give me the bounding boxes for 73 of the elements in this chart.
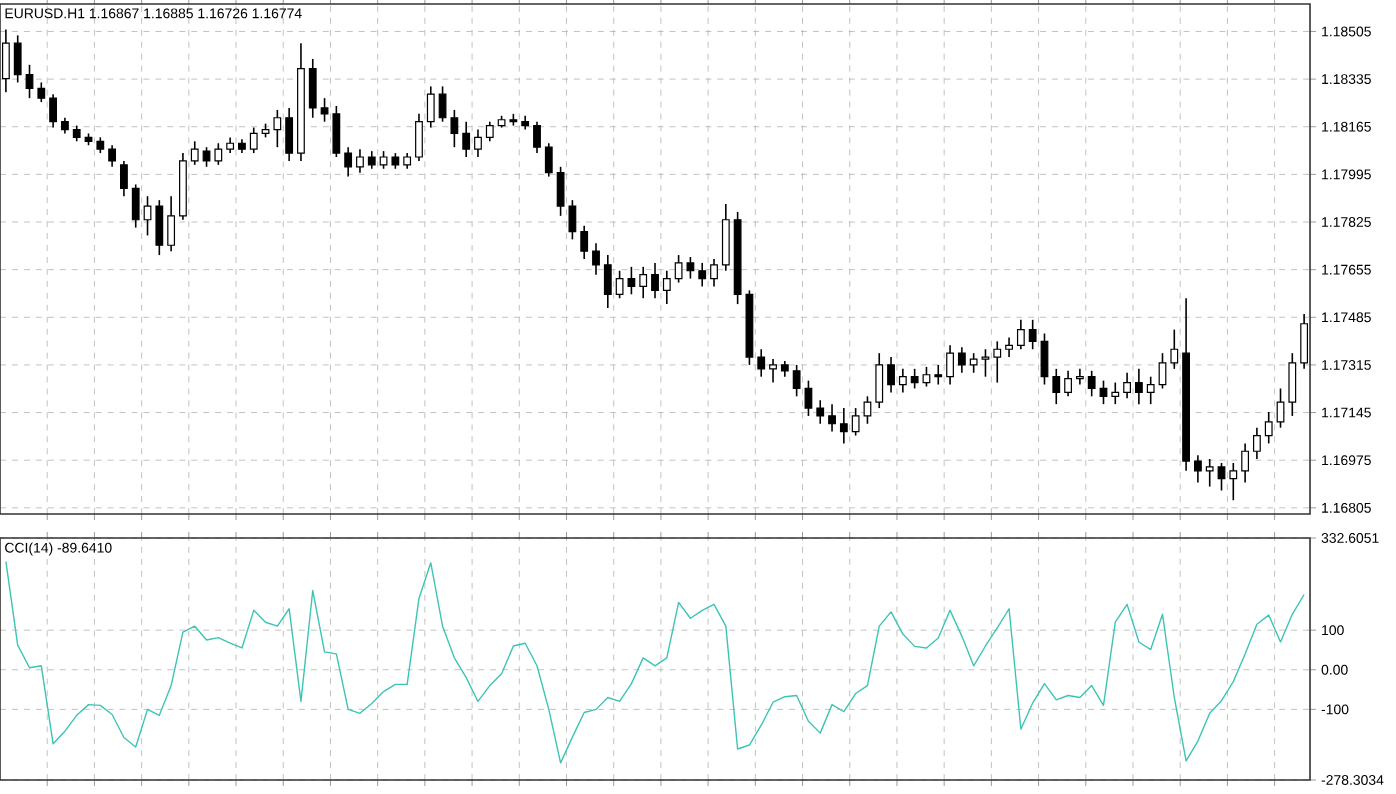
candlestick (981, 348, 990, 378)
candlestick (757, 348, 766, 378)
candlestick (1005, 336, 1013, 358)
candlestick (934, 364, 943, 386)
candlestick (662, 269, 671, 305)
candlestick (202, 146, 211, 168)
candlestick (957, 346, 966, 374)
candlestick (1016, 319, 1025, 351)
candlestick (887, 356, 895, 394)
candlestick (1170, 328, 1179, 370)
candlestick (108, 144, 117, 168)
candlestick (1253, 426, 1261, 460)
candlestick (1134, 368, 1143, 405)
candlestick (356, 148, 364, 174)
candlestick (426, 85, 435, 129)
candlestick (993, 340, 1002, 384)
candlestick (698, 262, 707, 288)
candlestick (285, 107, 294, 162)
candlestick (1264, 411, 1273, 445)
candlestick (1111, 381, 1120, 405)
candlestick (1028, 319, 1037, 351)
candlestick (1099, 379, 1108, 405)
candlestick (167, 195, 176, 252)
candlestick (485, 120, 494, 143)
candlestick (1, 28, 10, 94)
candlestick (1288, 352, 1297, 417)
candlestick (603, 254, 612, 309)
candlestick (839, 407, 848, 445)
candlestick (592, 242, 600, 276)
candlestick (816, 399, 825, 425)
candlestick (249, 126, 258, 154)
candlestick (1300, 313, 1309, 370)
candlestick (49, 93, 58, 129)
candlestick (580, 224, 589, 260)
candlestick (131, 183, 140, 229)
line-series (5, 560, 1305, 764)
candlestick (1075, 368, 1084, 386)
candlestick (1087, 370, 1096, 398)
candlestick (721, 203, 730, 272)
candlestick (143, 195, 152, 237)
candlestick (1123, 371, 1131, 400)
candlestick (415, 113, 423, 162)
candlestick (1064, 370, 1072, 398)
candlestick (13, 34, 22, 84)
candlestick (25, 64, 34, 99)
candlestick (474, 128, 482, 158)
candlestick (1146, 375, 1155, 405)
candlestick (710, 258, 718, 288)
candlestick (120, 160, 128, 198)
candlestick (533, 120, 541, 154)
candlestick (1052, 368, 1061, 405)
candlestick (769, 358, 777, 384)
candlestick (969, 352, 978, 374)
candlestick (544, 142, 553, 178)
candlestick (1229, 462, 1238, 502)
candlestick (875, 352, 884, 409)
candlestick (190, 140, 199, 166)
candlestick (1193, 454, 1202, 484)
candlestick (828, 403, 836, 433)
candlestick (651, 262, 659, 300)
candlestick (946, 344, 954, 386)
candlestick (1217, 462, 1226, 492)
candlestick (1241, 442, 1250, 484)
candlestick (639, 266, 648, 300)
candlestick (1205, 458, 1214, 488)
candlestick (344, 146, 353, 178)
candlestick (37, 81, 46, 103)
candlestick (214, 142, 223, 166)
candlestick (1158, 352, 1167, 390)
candlestick (462, 120, 471, 158)
candlestick (155, 199, 164, 256)
candlestick (308, 58, 317, 119)
candlestick (898, 368, 907, 394)
